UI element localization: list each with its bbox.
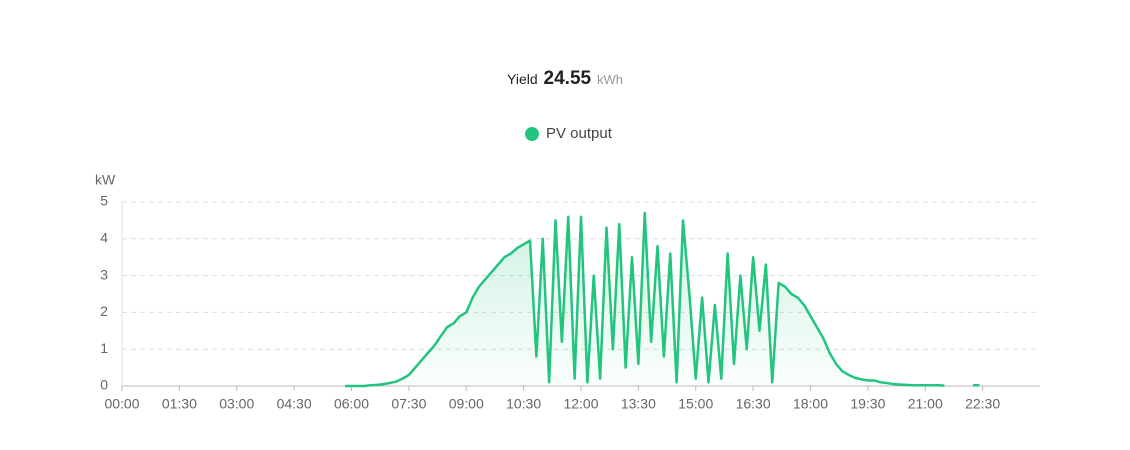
x-tick-label: 22:30 (965, 396, 1000, 412)
x-tick-label: 18:00 (793, 396, 828, 412)
x-tick-label: 06:00 (334, 396, 369, 412)
y-tick-label: 3 (100, 266, 108, 282)
legend-marker (525, 127, 539, 141)
y-tick-label: 4 (100, 230, 108, 246)
y-tick-label: 2 (100, 303, 108, 319)
x-tick-label: 13:30 (621, 396, 656, 412)
y-tick-label: 5 (100, 193, 108, 209)
x-tick-label: 21:00 (908, 396, 943, 412)
x-tick-label: 10:30 (506, 396, 541, 412)
legend-label: PV output (546, 125, 613, 142)
x-tick-label: 16:30 (736, 396, 771, 412)
y-tick-label: 0 (100, 377, 108, 393)
x-tick-label: 19:30 (850, 396, 885, 412)
x-tick-label: 04:30 (277, 396, 312, 412)
line (345, 211, 980, 388)
y-axis-label: kW (95, 172, 116, 188)
x-tick-label: 00:00 (104, 396, 139, 412)
yield-value: 24.55 (543, 68, 592, 89)
x-tick-label: 09:00 (449, 396, 484, 412)
x-tick-label: 01:30 (162, 396, 197, 412)
yield-unit: kWh (596, 72, 623, 87)
area-fill (345, 213, 980, 386)
x-tick-label: 07:30 (391, 396, 426, 412)
yield-label: Yield (507, 71, 538, 87)
x-tick-label: 12:00 (563, 396, 598, 412)
y-tick-label: 1 (100, 340, 108, 356)
yield-summary: Yield 24.55 kWh (0, 68, 1130, 90)
x-tick-label: 15:00 (678, 396, 713, 412)
x-tick-label: 03:00 (219, 396, 254, 412)
